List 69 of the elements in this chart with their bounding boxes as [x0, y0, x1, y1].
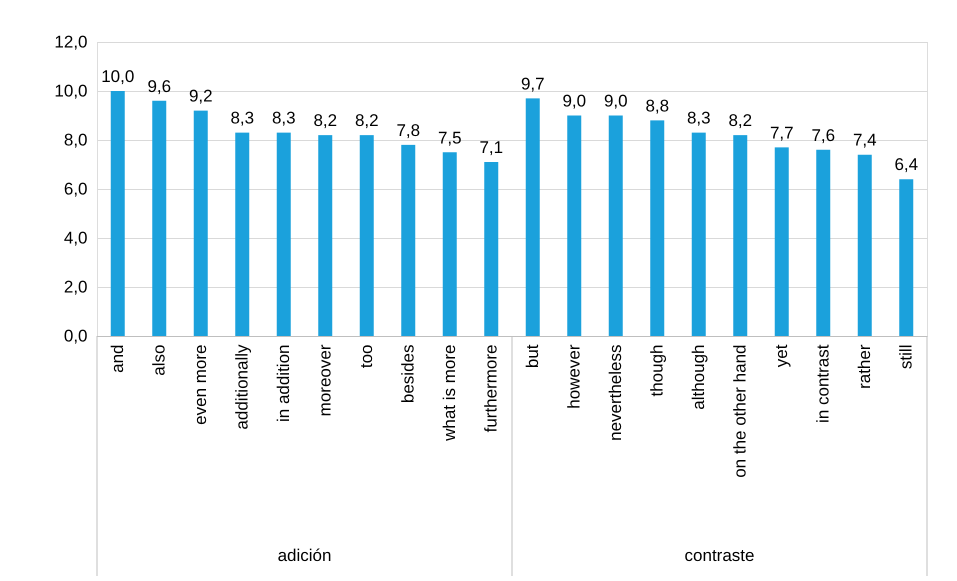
x-tick-label: although — [688, 344, 708, 410]
x-tick-label: too — [356, 344, 376, 368]
bar — [733, 135, 748, 336]
data-label: 8,3 — [230, 108, 254, 128]
y-tick-label: 8,0 — [64, 130, 88, 150]
data-label: 9,2 — [188, 86, 213, 106]
x-tick-label: on the other hand — [730, 344, 750, 478]
bar — [360, 135, 374, 336]
x-tick-label: in contrast — [813, 344, 832, 423]
data-label: 7,7 — [770, 123, 794, 142]
x-tick-label: rather — [854, 344, 874, 389]
y-tick-label: 10,0 — [54, 82, 88, 100]
bar — [608, 116, 623, 336]
data-label: 7,4 — [852, 130, 877, 150]
y-tick-label: 0,0 — [64, 326, 88, 346]
y-tick-label: 12,0 — [54, 32, 88, 52]
data-label: 9,6 — [147, 76, 172, 96]
x-tick-label: yet — [772, 344, 791, 368]
bar — [692, 132, 706, 336]
x-tick-label: though — [647, 344, 666, 396]
bar — [318, 135, 332, 336]
bar — [567, 116, 582, 336]
x-tick-label: furthermore — [481, 344, 500, 432]
bar — [152, 100, 166, 336]
data-label: 9,0 — [604, 92, 628, 110]
data-label: 8,8 — [645, 96, 670, 116]
data-label: 7,6 — [811, 126, 836, 145]
text: adición — [278, 546, 332, 565]
data-label: 9,7 — [520, 74, 545, 94]
bar — [110, 91, 125, 336]
text: contraste — [684, 546, 754, 565]
data-label: 7,1 — [479, 138, 504, 158]
data-label: 6,4 — [894, 155, 918, 174]
bar — [858, 154, 872, 336]
bar — [774, 147, 789, 336]
data-label: 10,0 — [101, 67, 134, 86]
x-tick-label: nevertheless — [606, 344, 625, 441]
data-label: 7,8 — [396, 120, 420, 140]
x-tick-label: however — [564, 344, 584, 409]
x-tick-label: moreover — [315, 344, 334, 416]
bar — [650, 120, 664, 336]
bar — [235, 132, 250, 336]
x-tick-label: but — [522, 344, 542, 368]
x-tick-label: still — [896, 344, 916, 370]
data-label: 8,3 — [272, 108, 296, 128]
x-tick-label: and — [108, 344, 127, 373]
x-tick-label: besides — [398, 344, 418, 404]
x-tick-label: what is more — [440, 344, 459, 442]
data-label: 8,2 — [354, 111, 379, 130]
bar — [276, 132, 291, 336]
data-label: 8,2 — [728, 111, 752, 130]
bar — [899, 179, 914, 336]
data-label: 8,3 — [686, 108, 711, 128]
bar — [484, 162, 498, 336]
bar — [442, 152, 457, 336]
y-tick-label: 6,0 — [64, 180, 88, 198]
data-label: 7,5 — [438, 128, 462, 148]
y-tick-label: 4,0 — [64, 228, 88, 248]
x-tick-label: even more — [190, 344, 210, 425]
data-label: 9,0 — [562, 92, 586, 110]
bar — [526, 98, 540, 336]
x-tick-label: additionally — [232, 344, 252, 430]
bar — [816, 150, 830, 336]
bar — [401, 144, 416, 336]
y-tick-label: 2,0 — [64, 278, 88, 296]
bar — [194, 110, 208, 336]
x-tick-label: in addition — [274, 344, 293, 422]
x-tick-label: also — [149, 344, 168, 376]
data-label: 8,2 — [313, 111, 338, 130]
